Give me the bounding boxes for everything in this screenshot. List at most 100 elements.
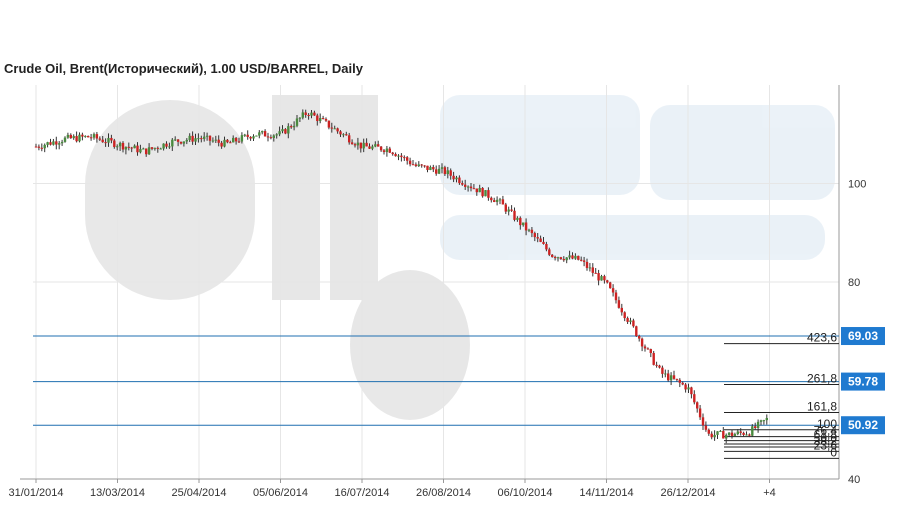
x-tick-label: 31/01/2014 [8, 487, 63, 499]
candle-body [46, 142, 49, 145]
candle-body [34, 146, 38, 148]
y-tick-label: 80 [848, 277, 860, 289]
candle-body [147, 147, 151, 155]
price-level-lines [33, 335, 839, 426]
fib-level-label: 0 [830, 445, 837, 459]
candle-body [261, 131, 264, 133]
candle-body [394, 154, 397, 157]
candle-body [765, 417, 768, 421]
candle-body [611, 288, 615, 293]
candle-body [527, 229, 531, 231]
candle-body [469, 186, 473, 189]
candle-body [597, 273, 600, 281]
candle-body [684, 384, 687, 390]
candle-body [513, 210, 516, 220]
candle-body [43, 144, 46, 149]
candle-body [736, 431, 739, 435]
candle-body [168, 146, 171, 148]
candle-body [58, 143, 61, 145]
candle-body [150, 147, 154, 149]
candle-body [623, 312, 626, 319]
y-tick-label: 40 [848, 474, 860, 486]
candle-body [661, 367, 664, 374]
price-series [34, 109, 768, 444]
candle-body [237, 141, 241, 143]
candle-body [217, 139, 220, 143]
candle-body [524, 222, 528, 231]
candle-body [687, 387, 690, 390]
candle-body [145, 148, 148, 155]
price-tags: 69.03 59.78 50.92 [841, 327, 885, 435]
candle-body [725, 434, 728, 439]
candle-body [562, 259, 565, 261]
chart-axes [20, 85, 840, 480]
candle-body [556, 257, 560, 259]
candle-body [664, 373, 667, 375]
candle-body [84, 135, 87, 137]
candle-body [742, 432, 745, 435]
candle-body [232, 137, 235, 143]
candle-body [133, 145, 136, 149]
candle-body [266, 136, 270, 138]
candle-body [553, 256, 557, 259]
candle-body [348, 135, 351, 143]
fib-level-label: 423,6 [807, 331, 837, 345]
candle-body [391, 152, 394, 155]
candle-body [510, 209, 513, 211]
candle-body [55, 141, 58, 145]
candle-body [420, 164, 423, 166]
x-axis-ticks: 31/01/2014 13/03/2014 25/04/2014 05/06/2014… [8, 479, 776, 499]
candle-body [255, 135, 258, 137]
candle-body [385, 148, 389, 153]
price-tag-label: 69.03 [848, 329, 878, 343]
candle-body [588, 267, 592, 269]
candle-body [559, 257, 563, 260]
fib-level-label: 76,4 [814, 424, 838, 438]
candle-body [606, 280, 609, 283]
candle-body [98, 138, 101, 140]
candle-body [719, 430, 722, 432]
candle-body [440, 167, 444, 169]
candle-body [452, 175, 455, 180]
candle-body [124, 146, 128, 150]
candle-body [101, 139, 104, 143]
candle-body [667, 373, 670, 381]
price-tag-label: 50.92 [848, 418, 878, 432]
candle-body [371, 146, 374, 149]
candle-body [733, 434, 737, 436]
candle-body [333, 128, 336, 130]
candle-body [185, 139, 188, 142]
candle-body [690, 387, 693, 395]
oilstat-watermark [85, 95, 835, 420]
candle-body [423, 165, 426, 167]
candle-body [704, 425, 708, 430]
candle-body [626, 318, 629, 322]
candle-body [493, 200, 496, 202]
candle-body [522, 222, 525, 226]
candle-body [603, 276, 606, 281]
candle-body [165, 143, 168, 147]
candle-body [609, 282, 612, 289]
price-tag-box [841, 327, 885, 346]
candle-body [211, 140, 215, 142]
candle-body [582, 260, 586, 262]
candle-body [458, 177, 461, 184]
candle-body [174, 139, 177, 141]
candle-body [252, 136, 255, 139]
candle-body [234, 137, 238, 142]
price-tag-label: 59.78 [848, 375, 878, 389]
candle-body [200, 138, 203, 140]
candle-body [69, 134, 72, 139]
candle-body [130, 147, 133, 149]
candle-body [60, 141, 64, 144]
candle-body [229, 142, 232, 144]
candle-body [142, 148, 145, 150]
candle-body [104, 142, 107, 144]
candle-body [350, 142, 354, 145]
candle-body [437, 168, 441, 174]
candle-body [388, 148, 391, 153]
candle-body [327, 120, 331, 128]
candle-body [345, 134, 348, 136]
